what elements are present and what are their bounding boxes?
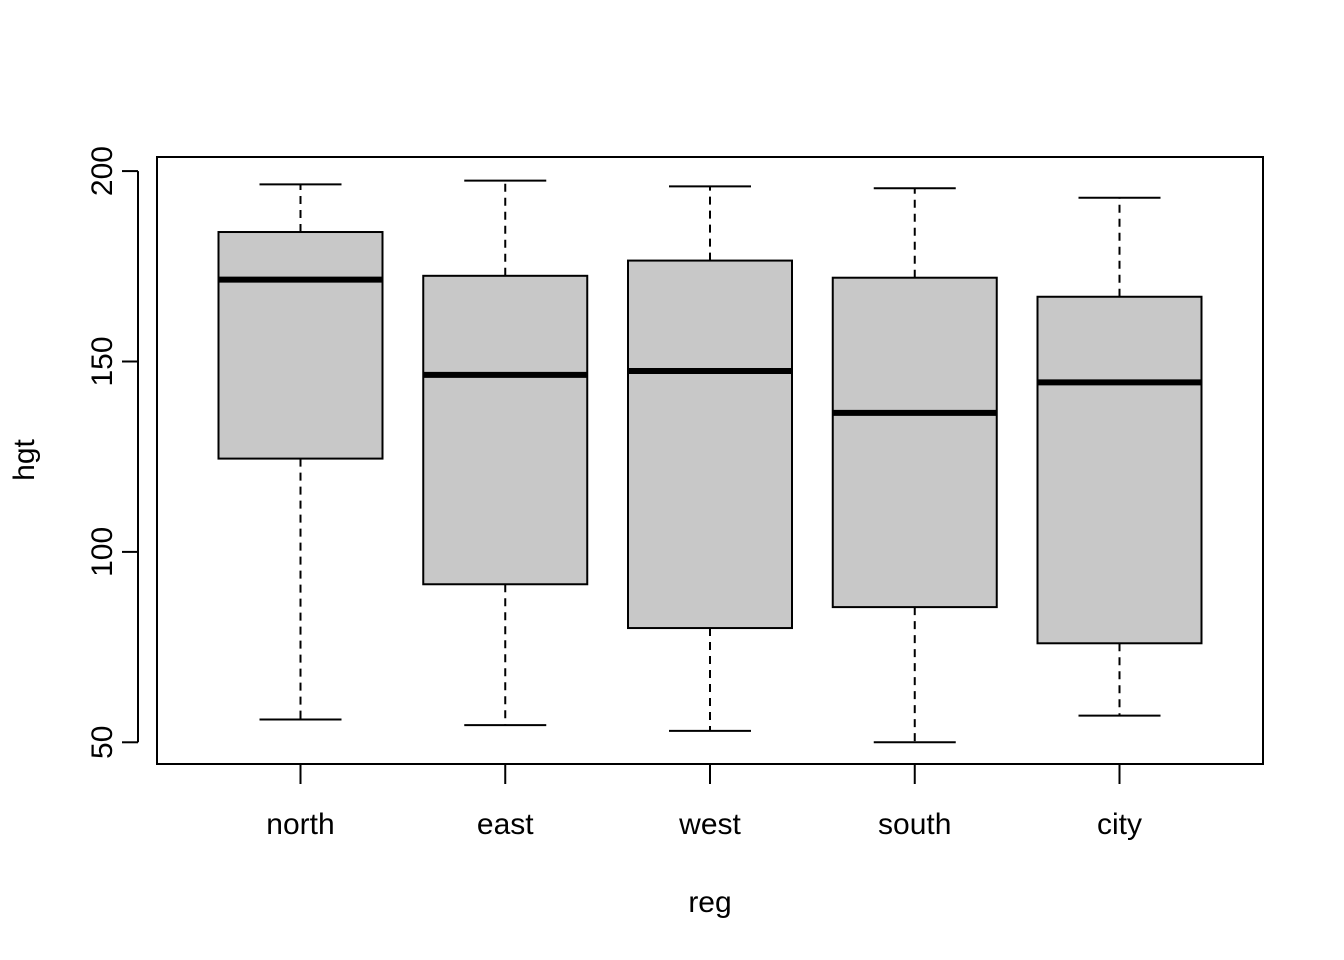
- iqr-box: [422, 274, 589, 586]
- y-tick-label: 150: [86, 336, 119, 386]
- iqr-box: [831, 276, 998, 609]
- x-tick-label: north: [266, 808, 334, 841]
- x-tick-label: city: [1097, 808, 1142, 841]
- iqr-box: [627, 259, 793, 630]
- y-tick-label: 50: [86, 726, 119, 759]
- x-tick-label: south: [878, 808, 951, 841]
- box-east: [422, 179, 589, 727]
- box-north: [217, 183, 384, 721]
- x-axis-label: reg: [688, 886, 731, 919]
- iqr-box: [217, 231, 384, 460]
- y-tick-label: 100: [86, 527, 119, 577]
- x-axis: north east west south city: [266, 764, 1142, 841]
- y-axis-label: hgt: [8, 438, 41, 480]
- iqr-box: [1036, 295, 1203, 645]
- y-tick-label: 200: [86, 146, 119, 196]
- x-tick-label: west: [678, 808, 741, 841]
- boxes-layer: [217, 179, 1203, 744]
- box-south: [831, 187, 998, 744]
- box-city: [1036, 196, 1203, 717]
- y-axis: 50 100 150 200: [86, 146, 139, 759]
- x-tick-label: east: [477, 808, 534, 841]
- box-west: [627, 185, 793, 732]
